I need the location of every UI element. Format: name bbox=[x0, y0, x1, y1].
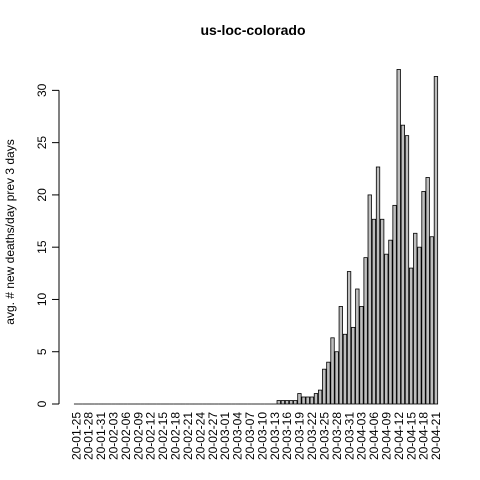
bar-20-03-14 bbox=[276, 400, 281, 405]
bar-20-04-05 bbox=[367, 194, 372, 405]
x-tick-label: 20-04-06 bbox=[367, 412, 381, 460]
x-tick-label: 20-04-21 bbox=[429, 412, 443, 460]
bar-20-04-11 bbox=[392, 204, 397, 405]
y-tick-label: 30 bbox=[35, 83, 49, 97]
x-tick-label: 20-02-27 bbox=[206, 412, 220, 460]
bar-20-04-19 bbox=[425, 177, 430, 405]
x-tick-label: 20-03-25 bbox=[317, 412, 331, 460]
bar-20-04-02 bbox=[355, 288, 360, 405]
bar-20-04-04 bbox=[363, 257, 368, 405]
bar-20-04-14 bbox=[404, 135, 410, 405]
x-tick-label: 20-03-10 bbox=[255, 412, 269, 460]
y-tick-label: 5 bbox=[35, 348, 49, 355]
bars-group bbox=[73, 69, 439, 405]
x-tick-label: 20-03-07 bbox=[243, 412, 257, 460]
x-tick-label: 20-01-28 bbox=[82, 412, 96, 460]
y-axis: 0 5 10 15 20 25 30 bbox=[35, 83, 60, 407]
x-tick-label: 20-01-25 bbox=[69, 412, 83, 460]
y-axis-label: avg. # new deaths/day prev 3 days bbox=[3, 139, 17, 324]
bar-20-03-15 bbox=[280, 400, 286, 405]
bar-20-03-18 bbox=[293, 400, 298, 405]
y-tick-label: 20 bbox=[35, 188, 49, 202]
x-tick-label: 20-02-09 bbox=[131, 412, 145, 460]
x-tick-label: 20-02-15 bbox=[156, 412, 170, 460]
x-tick-label: 20-03-19 bbox=[293, 412, 307, 460]
bar-20-04-12 bbox=[396, 69, 401, 405]
bar-20-04-01 bbox=[351, 326, 356, 405]
bar-20-03-21 bbox=[305, 396, 310, 405]
y-tick-label: 25 bbox=[35, 136, 49, 150]
bar-20-04-15 bbox=[408, 267, 414, 405]
bar-20-04-21 bbox=[433, 76, 439, 405]
x-tick-label: 20-03-01 bbox=[218, 412, 232, 460]
bar-20-04-03 bbox=[359, 306, 364, 405]
x-tick-label: 20-03-22 bbox=[305, 412, 319, 460]
x-tick-label: 20-02-12 bbox=[144, 412, 158, 460]
x-tick-label: 20-03-13 bbox=[268, 412, 282, 460]
bar-20-03-25 bbox=[322, 368, 327, 405]
y-tick-label: 10 bbox=[35, 292, 49, 306]
bar-20-04-07 bbox=[375, 166, 381, 405]
x-axis: 20-01-2520-01-2820-01-3120-02-0320-02-06… bbox=[69, 412, 443, 460]
y-tick-label: 0 bbox=[35, 400, 49, 407]
bar-20-04-10 bbox=[388, 239, 393, 405]
bar-20-04-09 bbox=[384, 253, 389, 405]
bar-20-04-17 bbox=[417, 246, 422, 405]
bar-20-03-17 bbox=[289, 400, 294, 405]
x-tick-label: 20-04-18 bbox=[417, 412, 431, 460]
x-tick-label: 20-04-12 bbox=[392, 412, 406, 460]
x-tick-label: 20-03-04 bbox=[231, 412, 245, 460]
x-tick-label: 20-04-09 bbox=[380, 412, 394, 460]
bar-20-03-29 bbox=[338, 306, 343, 405]
bar-20-03-27 bbox=[330, 337, 335, 405]
chart-title: us-loc-colorado bbox=[200, 22, 305, 38]
x-tick-label: 20-02-24 bbox=[193, 412, 207, 460]
bar-20-03-23 bbox=[313, 393, 319, 405]
bar-20-04-18 bbox=[421, 191, 426, 405]
bar-20-03-16 bbox=[284, 400, 290, 405]
bar-20-04-16 bbox=[413, 232, 418, 405]
bar-20-03-31 bbox=[346, 271, 352, 405]
x-tick-label: 20-02-06 bbox=[119, 412, 133, 460]
bar-20-03-28 bbox=[334, 351, 339, 405]
x-tick-label: 20-04-03 bbox=[355, 412, 369, 460]
bar-20-04-20 bbox=[429, 236, 434, 405]
bar-20-03-20 bbox=[301, 396, 306, 405]
x-tick-label: 20-01-31 bbox=[94, 412, 108, 460]
bar-20-03-26 bbox=[326, 361, 331, 405]
bar-20-03-24 bbox=[317, 389, 323, 405]
bar-20-03-19 bbox=[297, 393, 302, 405]
x-tick-label: 20-03-28 bbox=[330, 412, 344, 460]
bar-20-03-30 bbox=[342, 333, 348, 405]
bar-20-04-08 bbox=[380, 218, 385, 405]
bar-20-03-22 bbox=[309, 396, 314, 405]
y-tick-label: 15 bbox=[35, 240, 49, 254]
x-tick-label: 20-02-21 bbox=[181, 412, 195, 460]
x-tick-label: 20-04-15 bbox=[404, 412, 418, 460]
x-tick-label: 20-03-31 bbox=[342, 412, 356, 460]
x-tick-label: 20-02-18 bbox=[169, 412, 183, 460]
x-tick-label: 20-03-16 bbox=[280, 412, 294, 460]
bar-20-04-13 bbox=[400, 124, 405, 405]
x-tick-label: 20-02-03 bbox=[107, 412, 121, 460]
bar-20-04-06 bbox=[371, 218, 377, 405]
